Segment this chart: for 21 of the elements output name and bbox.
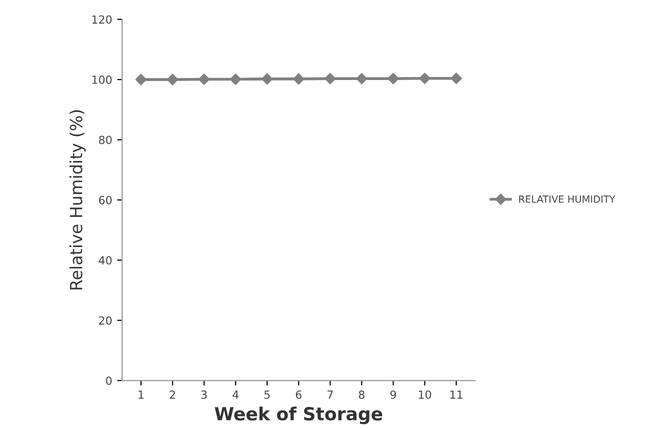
y-axis-title: Relative Humidity (%) bbox=[69, 110, 86, 290]
x-axis-title: Week of Storage bbox=[214, 406, 382, 424]
x-tick-label: 9 bbox=[390, 390, 396, 399]
y-tick-label: 100 bbox=[92, 76, 112, 84]
x-tick-label: 5 bbox=[264, 390, 270, 399]
legend-label: RELATIVE HUMIDITY bbox=[519, 196, 616, 203]
x-tick-label: 1 bbox=[138, 390, 144, 399]
x-tick-label: 2 bbox=[170, 390, 175, 399]
x-tick-label: 8 bbox=[358, 390, 364, 399]
x-tick-label: 3 bbox=[201, 390, 207, 399]
x-tick-label: 11 bbox=[450, 390, 462, 399]
y-tick-label: 80 bbox=[98, 136, 112, 144]
x-tick-label: 6 bbox=[296, 390, 302, 399]
y-tick-label: 40 bbox=[98, 256, 112, 265]
y-tick-label: 0 bbox=[106, 376, 112, 385]
x-tick-label: 7 bbox=[328, 390, 333, 399]
y-tick-label: 120 bbox=[92, 15, 112, 24]
x-tick-label: 4 bbox=[232, 390, 239, 399]
x-tick-label: 10 bbox=[418, 390, 432, 399]
y-tick-label: 60 bbox=[99, 196, 112, 204]
y-tick-label: 20 bbox=[99, 316, 112, 325]
